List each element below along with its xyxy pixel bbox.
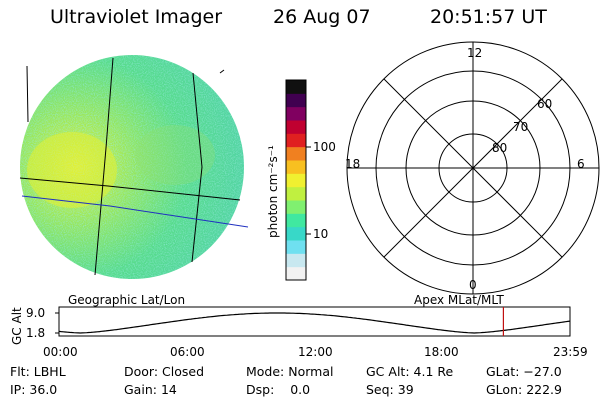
instrument-title: Ultraviolet Imager	[50, 6, 223, 28]
geo-latitude-value: −27.0	[523, 364, 562, 379]
gain-value: 14	[160, 382, 177, 397]
color-bar-segment	[286, 200, 306, 214]
sequence-info: Seq: 39	[366, 382, 414, 397]
time-label: 20:51:57 UT	[430, 6, 547, 28]
sequence-value: 39	[397, 382, 414, 397]
date-label: 26 Aug 07	[273, 6, 371, 28]
apex-grid-label: Apex MLat/MLT	[414, 293, 504, 307]
time-tick-2359: 23:59	[553, 345, 588, 359]
color-bar-label-10: 10	[313, 227, 329, 241]
gc-altitude-value: 4.1 Re	[413, 364, 454, 379]
dsp-value: 0.0	[290, 382, 311, 397]
mode-value: Normal	[288, 364, 334, 379]
altitude-plot	[55, 306, 571, 337]
color-bar-segment	[286, 173, 306, 188]
door-value: Closed	[162, 364, 205, 379]
color-bar	[286, 80, 306, 281]
altitude-axis-label: GC Alt	[10, 307, 24, 345]
altitude-tick-9: 9.0	[26, 306, 46, 320]
uv-image-disk	[20, 55, 244, 279]
mode-info: Mode: Normal	[246, 364, 334, 379]
polar-grid	[346, 41, 600, 295]
mlt-label-12: 12	[467, 46, 483, 60]
color-bar-label-100: 100	[313, 140, 336, 154]
mlat-label-60: 60	[537, 97, 553, 111]
time-tick-1800: 18:00	[424, 345, 459, 359]
geo-latitude-info: GLat: −27.0	[486, 364, 562, 379]
time-tick-0000: 00:00	[43, 345, 78, 359]
altitude-tick-1-8: 1.8	[26, 326, 46, 340]
gain-info: Gain: 14	[124, 382, 177, 397]
color-bar-segment	[286, 93, 306, 108]
ip-value: 36.0	[29, 382, 58, 397]
dsp-info: Dsp: 0.0	[246, 382, 311, 397]
color-bar-segment	[286, 253, 306, 268]
color-bar-segment	[286, 120, 306, 134]
mlt-label-0: 0	[469, 278, 477, 292]
geographic-grid-label: Geographic Lat/Lon	[68, 293, 186, 307]
door-info: Door: Closed	[124, 364, 205, 379]
color-bar-segment	[286, 213, 306, 228]
color-bar-segment	[286, 106, 306, 121]
geographic-grid	[19, 57, 249, 276]
gc-altitude-info: GC Alt: 4.1 Re	[366, 364, 454, 379]
color-bar-segment	[286, 186, 306, 201]
color-bar-unit-label: photon cm⁻²s⁻¹	[266, 145, 280, 238]
mlat-label-70: 70	[513, 120, 529, 134]
ip-info: IP: 36.0	[10, 382, 58, 397]
geo-longitude-info: GLon: 222.9	[486, 382, 562, 397]
geo-longitude-value: 222.9	[526, 382, 562, 397]
mlat-label-80: 80	[492, 141, 508, 155]
filter-value: LBHL	[33, 364, 66, 379]
color-bar-segment	[286, 266, 306, 281]
color-bar-segment	[286, 80, 306, 94]
time-tick-0600: 06:00	[170, 345, 205, 359]
mlt-label-6: 6	[577, 157, 585, 171]
color-bar-segment	[286, 160, 306, 174]
mlt-label-18: 18	[345, 157, 361, 171]
color-bar-frame	[285, 79, 307, 281]
color-bar-segment	[286, 240, 306, 254]
color-bar-segment	[286, 226, 306, 241]
filter-info: Flt: LBHL	[10, 364, 66, 379]
color-bar-segment	[286, 146, 306, 161]
time-tick-1200: 12:00	[298, 345, 333, 359]
color-bar-segment	[286, 133, 306, 148]
